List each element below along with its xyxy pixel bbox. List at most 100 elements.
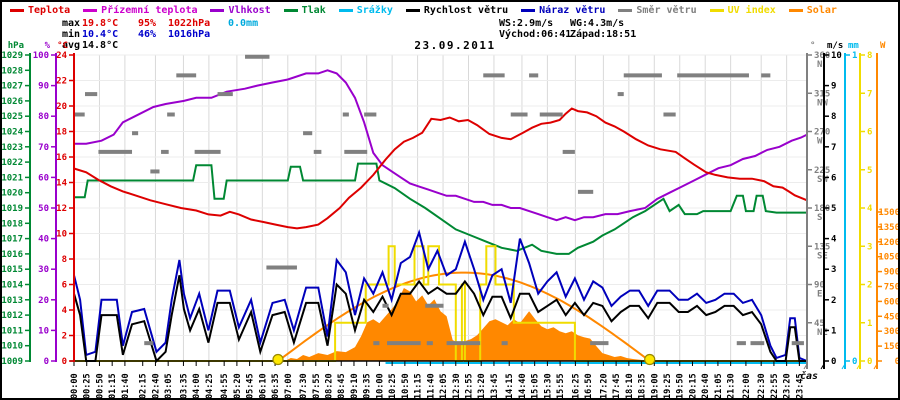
axis-tick-label: 1015 — [2, 265, 23, 275]
stat-max-pressure: 1022hPa — [168, 18, 211, 29]
axis-tick-label: % — [45, 41, 51, 51]
axis-tick-label: 1019 — [2, 204, 23, 214]
axis-tick-label: 270 — [814, 128, 830, 138]
humidity-curve — [74, 69, 808, 222]
time-tick-label: 14:15 — [505, 373, 515, 399]
legend-item: UV index — [709, 5, 776, 16]
axis-tick-label: E — [817, 290, 822, 300]
axis-tick-label: 900 — [884, 268, 900, 278]
axis-tick-label: 360 — [814, 51, 830, 61]
time-tick-label: 18:35 — [638, 373, 648, 399]
axis-tick-label: 1 — [867, 319, 872, 329]
time-tick-label: 11:15 — [414, 373, 424, 399]
axis-tick-label: 1029 — [2, 51, 23, 61]
solar-actual-area — [284, 288, 650, 361]
legend: Teplota Přízemní teplota Vlhkost Tlak Srážky… — [10, 5, 837, 16]
sun-marker-icon — [272, 353, 284, 366]
time-tick-label: 10:25 — [388, 373, 398, 399]
time-tick-label: 06:35 — [271, 373, 281, 399]
legend-label: Solar — [806, 5, 837, 16]
time-tick-label: 19:50 — [676, 373, 686, 399]
axis-tick-label: 1024 — [2, 128, 24, 138]
axis-tick-label: 180 — [814, 204, 830, 214]
axis-tick-label: W — [817, 137, 823, 147]
time-tick-label: 05:20 — [233, 373, 243, 399]
legend-swatch — [10, 9, 24, 12]
stat-max-humidity: 95% — [138, 18, 157, 29]
axis-tick-label: 0 — [895, 357, 900, 367]
axis-tick-label: W — [880, 41, 886, 51]
time-tick-label: 00:50 — [95, 373, 105, 399]
axis-tick-label: 135 — [814, 242, 830, 252]
axis-tick-label: 1 — [852, 51, 857, 61]
axis-tick-label: ° — [810, 41, 815, 51]
legend-label: Vlhkost — [228, 5, 271, 16]
legend-swatch — [83, 9, 98, 12]
time-tick-label: 19:25 — [663, 373, 673, 399]
axis-tick-label: 1027 — [2, 82, 23, 92]
time-tick-label: 10:00 — [375, 373, 385, 399]
time-tick-label: 03:35 — [179, 373, 189, 399]
axis-tick-label: 2 — [867, 281, 872, 291]
time-tick-label: 07:55 — [312, 373, 322, 399]
axis-tick-label: 600 — [884, 297, 900, 307]
axis-tick-label: 12 — [56, 204, 67, 214]
axis-tick-label: SE — [817, 251, 828, 261]
wind-curve — [73, 275, 807, 363]
stat-sunset: Západ:18:51 — [570, 29, 637, 40]
axis-tick-label: 1013 — [2, 296, 23, 306]
axis-tick-label: 0 — [831, 357, 836, 367]
axis-tick-label: 0 — [44, 357, 49, 367]
time-tick-label: 17:20 — [599, 373, 609, 399]
legend-item: Přízemní teplota — [83, 5, 197, 16]
axis-tick-label: 1021 — [2, 173, 23, 183]
time-tick-label: 20:40 — [701, 373, 711, 399]
stat-rain-total: 0.0mm — [228, 18, 259, 29]
time-tick-label: 18:10 — [625, 373, 635, 399]
axis-tick-label: 45 — [814, 319, 825, 329]
stat-min-humidity: 46% — [138, 29, 157, 40]
legend-item: Tlak — [283, 5, 326, 16]
axis-tick-label: m/s — [827, 41, 843, 51]
time-tick-label: 04:55 — [220, 373, 230, 399]
time-tick-label: 19:00 — [650, 373, 660, 399]
axis-tick-label: 1010 — [2, 342, 23, 352]
axis-tick-label: 1016 — [2, 250, 23, 260]
axis-tick-label: 8 — [62, 255, 67, 265]
time-tick-label: 10:50 — [401, 373, 411, 399]
axis-tick-label: 1200 — [878, 238, 900, 248]
axis-tick-label: 80 — [38, 112, 49, 122]
axis-tick-label: 1500 — [878, 208, 900, 218]
wind-curve — [73, 229, 808, 362]
legend-swatch — [405, 9, 420, 12]
axis-tick-label: 10 — [831, 51, 842, 61]
legend-swatch — [618, 9, 633, 12]
time-tick-label: 07:00 — [284, 373, 294, 399]
stat-max-label: max — [62, 18, 81, 29]
legend-swatch — [788, 9, 803, 12]
axis-tick-label: 1012 — [2, 311, 23, 321]
axis-tick-label: 1050 — [878, 253, 900, 263]
axis-tick-label: 5 — [867, 166, 872, 176]
axis-tick-label: 90 — [814, 281, 825, 291]
stat-wind-gust-max: WG:4.3m/s — [570, 18, 625, 29]
axis-tick-label: 22 — [56, 77, 67, 87]
legend-swatch — [338, 9, 353, 12]
axis-tick-label: 9 — [831, 82, 836, 92]
stat-wind-speed-max: WS:2.9m/s — [499, 18, 554, 29]
pressure-curve — [74, 162, 807, 255]
axis-tick-label: 30 — [38, 265, 49, 275]
axis-tick-label: SW — [817, 175, 828, 185]
axis-tick-label: NW — [817, 98, 828, 108]
time-tick-label: 23:20 — [783, 373, 793, 399]
time-tick-label: 15:55 — [556, 373, 566, 399]
legend-label: Teplota — [28, 5, 71, 16]
time-tick-label: 12:05 — [439, 373, 449, 399]
axis-tick-label: 5 — [831, 204, 836, 214]
time-tick-label: 14:40 — [518, 373, 528, 399]
time-tick-label: 15:05 — [531, 373, 541, 399]
axis-tick-label: 6 — [831, 173, 836, 183]
temperature-curve — [73, 107, 808, 230]
